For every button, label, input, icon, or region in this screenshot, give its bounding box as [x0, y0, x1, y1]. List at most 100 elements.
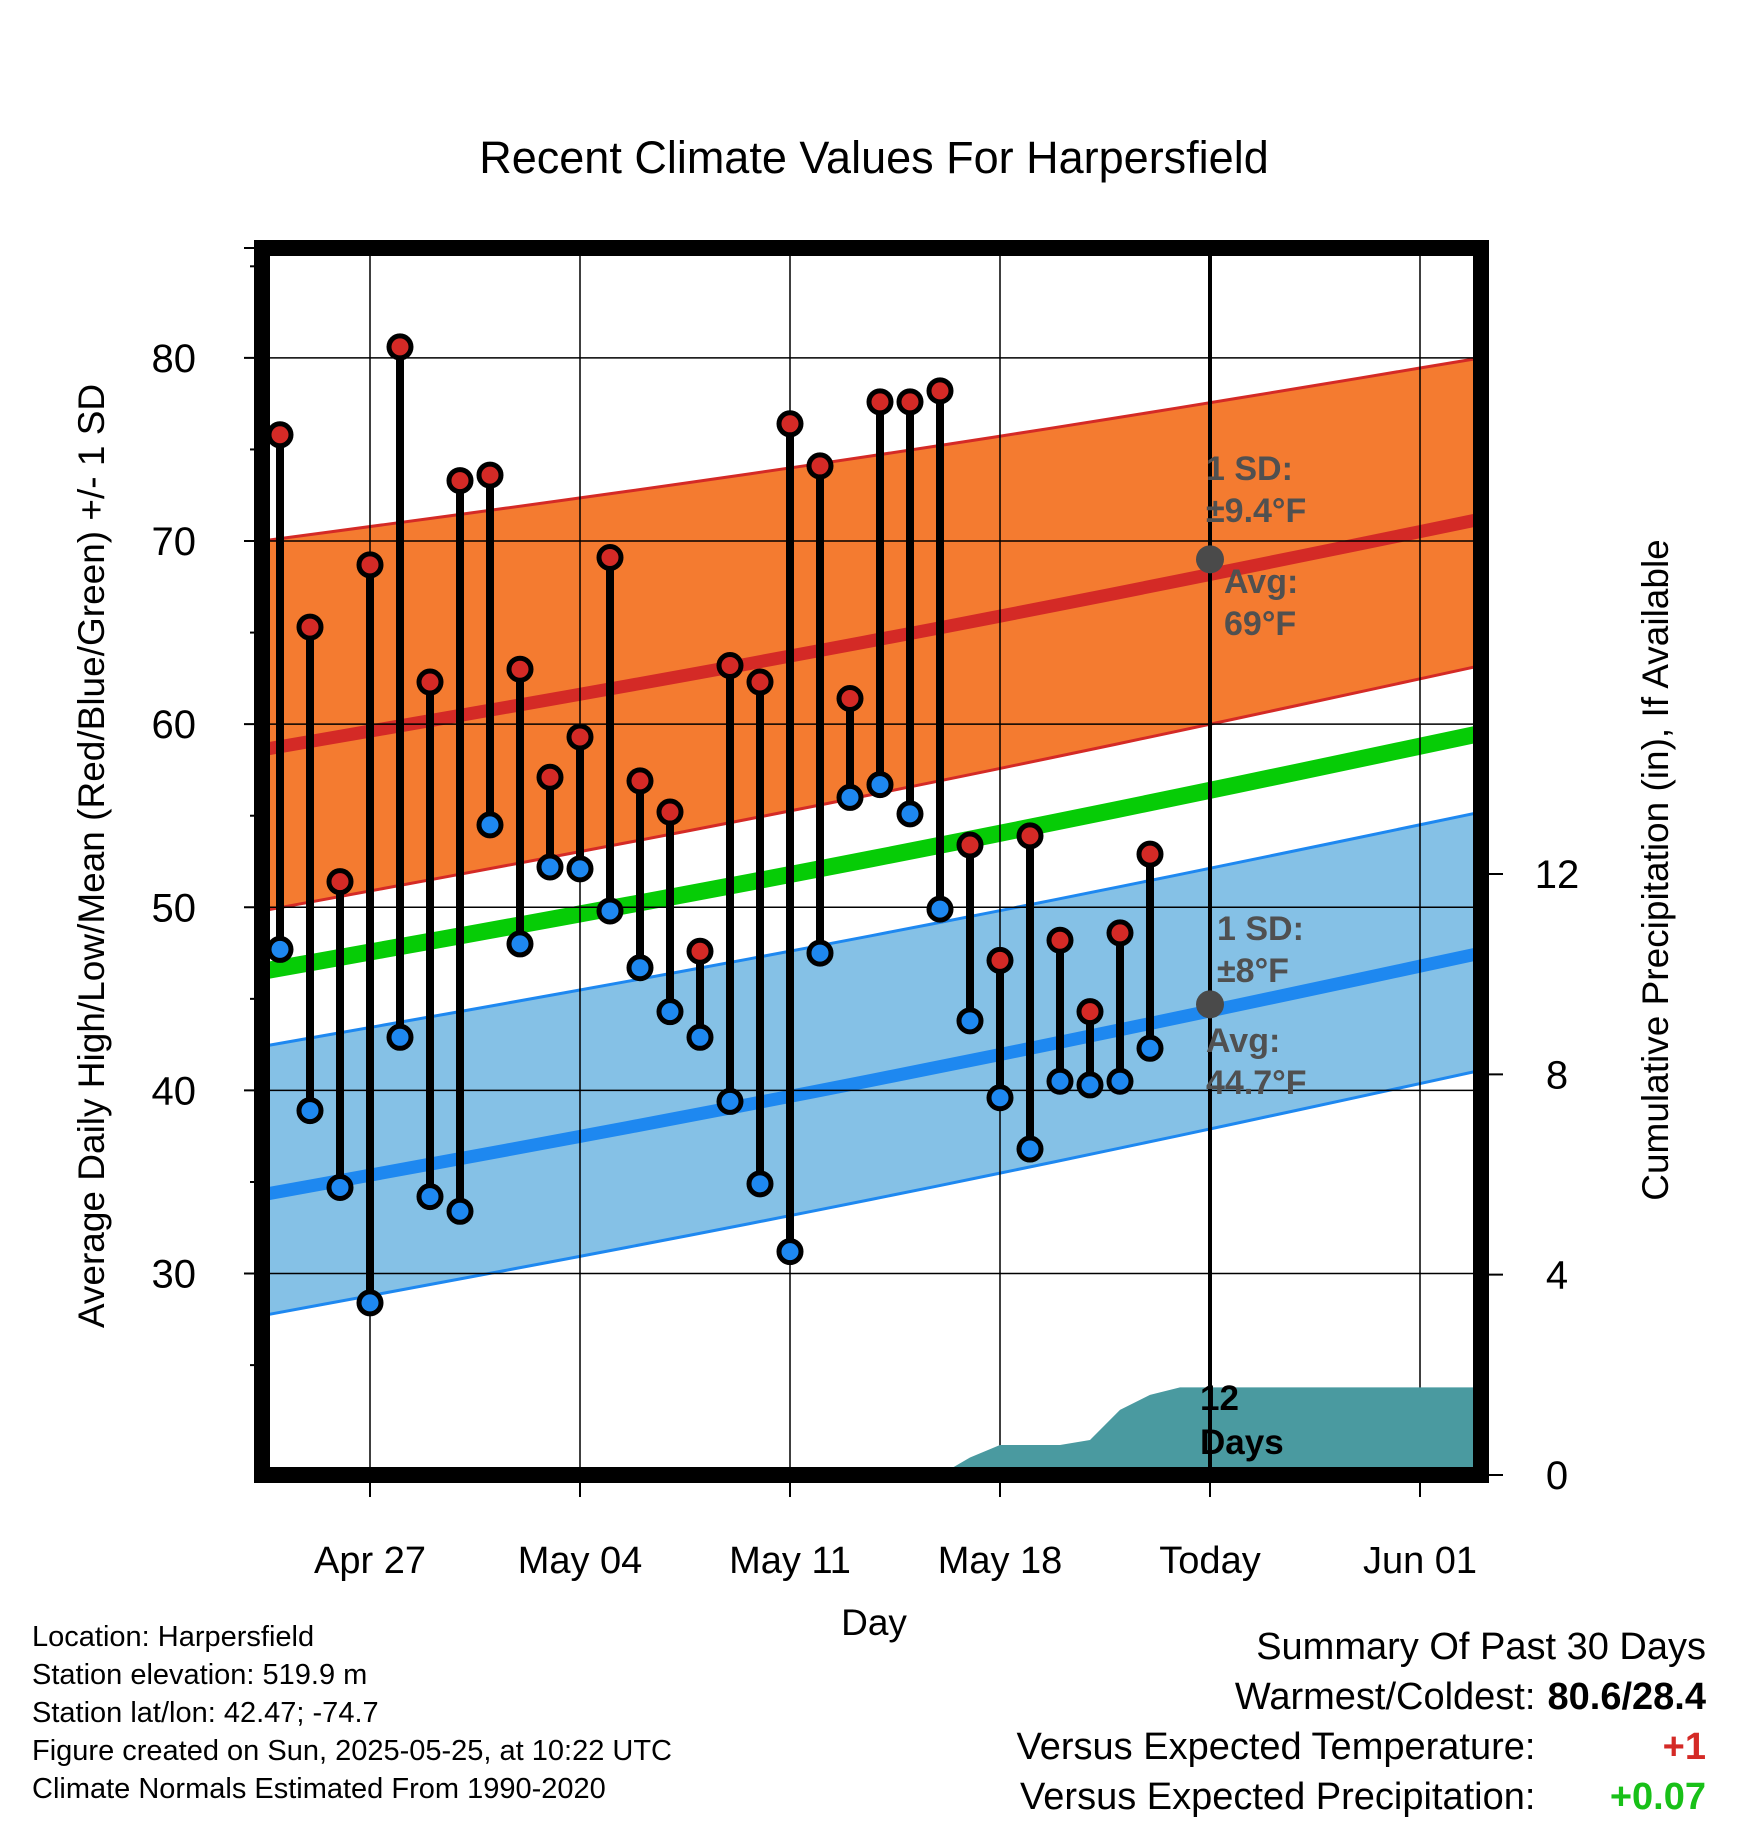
low-point [716, 1087, 744, 1115]
high-point [416, 668, 444, 696]
low-avg-value: 44.7°F [1206, 1064, 1307, 1102]
low-point [626, 954, 654, 982]
high-point [746, 668, 774, 696]
high-point [686, 937, 714, 965]
high-point [806, 452, 834, 480]
precip-value: +0.07 [1609, 1776, 1706, 1818]
y-axis-label: Average Daily High/Low/Mean (Red/Blue/Gr… [71, 384, 112, 1328]
low-sd-label: 1 SD: [1217, 910, 1304, 948]
high-sd-value: ±9.4°F [1206, 492, 1306, 530]
low-point [866, 771, 894, 799]
low-sd-value: ±8°F [1217, 952, 1289, 990]
high-point [956, 831, 984, 859]
low-point [566, 855, 594, 883]
high-point [326, 868, 354, 896]
normal-annotations: 1 SD: ±9.4°F Avg: 69°F 1 SD: ±8°F Avg: 44.7°F 12… [1196, 450, 1307, 1462]
high-sd-upper-line [261, 356, 1482, 543]
high-point [356, 551, 384, 579]
temp-row: Versus Expected Temperature: +1 [1017, 1722, 1706, 1772]
high-sd-label: 1 SD: [1206, 450, 1293, 488]
y2-axis-label: Cumulative Precipitation (in), If Availa… [1635, 539, 1676, 1201]
y-tick-label: 80 [152, 337, 197, 381]
low-point [356, 1289, 384, 1317]
high-point [566, 723, 594, 751]
elevation-text: Station elevation: 519.9 m [32, 1659, 368, 1691]
high-point [926, 377, 954, 405]
high-point [896, 388, 924, 416]
high-point [266, 421, 294, 449]
summary-panel: Summary Of Past 30 Days Warmest/Coldest:… [1017, 1622, 1706, 1822]
low-point [926, 895, 954, 923]
normals-text: Climate Normals Estimated From 1990-2020 [32, 1773, 606, 1805]
low-point [536, 853, 564, 881]
normal-bands [260, 356, 1483, 1318]
x-tick-label: May 18 [938, 1540, 1063, 1582]
precip-row: Versus Expected Precipitation: +0.07 [1017, 1772, 1706, 1822]
axes: 30 40 50 60 70 80 0 4 8 12 Apr 27 May 04 May 11 May 1… [152, 247, 1579, 1582]
latlon-text: Station lat/lon: 42.47; -74.7 [32, 1697, 379, 1729]
y-tick-label: 40 [152, 1069, 197, 1113]
low-point [416, 1183, 444, 1211]
high-point [836, 685, 864, 713]
high-point [1076, 998, 1104, 1026]
high-avg-label: Avg: [1224, 563, 1298, 601]
x-tick-label: Apr 27 [314, 1540, 426, 1582]
low-point [956, 1007, 984, 1035]
low-point [1046, 1067, 1074, 1095]
summary-title: Summary Of Past 30 Days [1256, 1626, 1706, 1668]
low-point [746, 1170, 774, 1198]
plot-frame [254, 240, 1489, 1483]
high-point [1016, 822, 1044, 850]
low-point [1016, 1135, 1044, 1163]
created-text: Figure created on Sun, 2025-05-25, at 10… [32, 1735, 672, 1767]
low-sd-lower-line [261, 1068, 1482, 1318]
high-point [446, 467, 474, 495]
x-tick-label: Jun 01 [1363, 1540, 1477, 1582]
low-point [686, 1023, 714, 1051]
high-point [716, 652, 744, 680]
high-point [476, 461, 504, 489]
mean-avg-line [260, 724, 1483, 980]
high-point [656, 798, 684, 826]
low-point [326, 1173, 354, 1201]
x-tick-label: May 11 [729, 1540, 851, 1582]
low-point [476, 811, 504, 839]
low-point [656, 998, 684, 1026]
y2-tick-label: 8 [1546, 1053, 1568, 1097]
warm-cold-row: Warmest/Coldest: 80.6/28.4 [1017, 1672, 1706, 1722]
low-sd-band [262, 812, 1481, 1316]
precip-days-label: Days [1200, 1423, 1284, 1462]
high-point [386, 333, 414, 361]
low-avg-line [260, 946, 1483, 1202]
y-tick-label: 60 [152, 703, 197, 747]
low-point [506, 930, 534, 958]
high-point [596, 543, 624, 571]
low-point [596, 897, 624, 925]
y-tick-label: 50 [152, 886, 197, 930]
high-point [776, 410, 804, 438]
high-point [1136, 840, 1164, 868]
station-info: Location: Harpersfield Station elevation… [32, 1618, 672, 1808]
low-point [1076, 1071, 1104, 1099]
location-text: Location: Harpersfield [32, 1621, 315, 1653]
low-point [986, 1084, 1014, 1112]
precip-days-number: 12 [1200, 1379, 1239, 1418]
today-low-avg-dot [1196, 990, 1224, 1019]
y-tick-label: 30 [152, 1253, 197, 1297]
high-avg-value: 69°F [1224, 605, 1296, 643]
y2-tick-label: 0 [1546, 1454, 1568, 1498]
high-point [296, 613, 324, 641]
high-point [986, 946, 1014, 974]
low-point [776, 1238, 804, 1266]
low-point [836, 783, 864, 811]
precip-label: Versus Expected Precipitation: [1020, 1776, 1536, 1818]
warm-cold-value: 80.6/28.4 [1547, 1676, 1706, 1718]
high-point [506, 655, 534, 683]
low-sd-upper-line [261, 810, 1482, 1048]
high-point [626, 767, 654, 795]
low-point [1136, 1034, 1164, 1062]
daily-markers [266, 333, 1164, 1317]
high-point [536, 763, 564, 791]
x-axis-label: Day [841, 1602, 907, 1643]
